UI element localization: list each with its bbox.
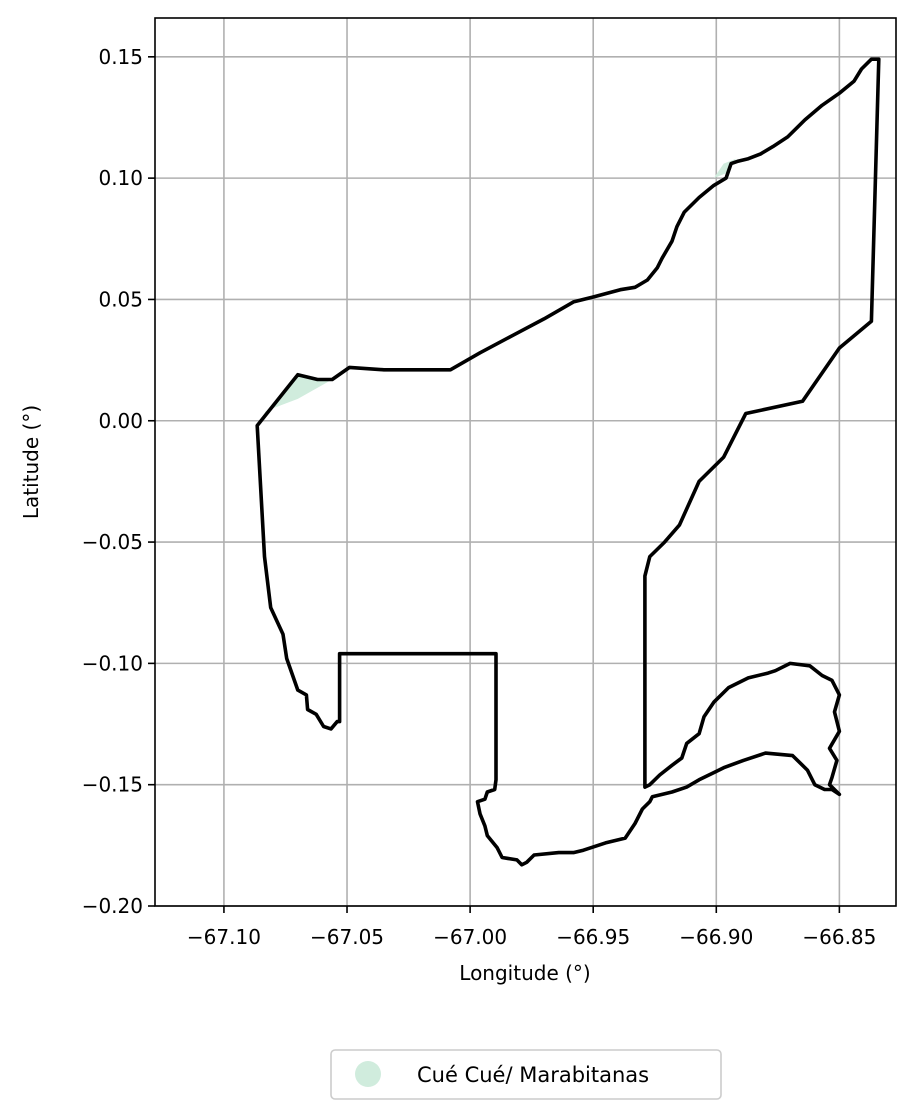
x-tick-label: −66.90 (679, 925, 753, 949)
x-tick-label: −67.00 (433, 925, 507, 949)
y-axis-label: Latitude (°) (19, 405, 43, 519)
x-axis-label: Longitude (°) (459, 961, 590, 985)
legend-frame (330, 1049, 722, 1100)
y-tick-label: −0.10 (82, 651, 143, 675)
y-tick-label: 0.05 (98, 287, 143, 311)
y-tick-label: 0.15 (98, 45, 143, 69)
legend-swatch (355, 1061, 381, 1087)
y-tick-label: 0.00 (98, 409, 143, 433)
y-tick-label: −0.20 (82, 894, 143, 918)
y-axis-ticks: 0.15 0.10 0.05 0.00 −0.05 −0.10 −0.15 −0.20 (82, 45, 155, 918)
plot-frame (154, 17, 897, 907)
legend-label: Cué Cué/ Marabitanas (417, 1063, 649, 1087)
x-tick-label: −66.95 (556, 925, 630, 949)
shaded-region (257, 374, 333, 426)
y-tick-label: −0.05 (82, 530, 143, 554)
x-tick-label: −67.05 (310, 925, 384, 949)
plot-area (155, 18, 896, 906)
shaded-region (642, 275, 658, 285)
legend: Cué Cué/ Marabitanas (330, 1049, 722, 1100)
y-tick-label: 0.10 (98, 166, 143, 190)
x-tick-label: −66.85 (802, 925, 876, 949)
x-axis-ticks: −67.10 −67.05 −67.00 −66.95 −66.90 −66.85 (187, 906, 876, 949)
x-tick-label: −67.10 (187, 925, 261, 949)
y-tick-label: −0.15 (82, 773, 143, 797)
boundary-outline (255, 57, 881, 867)
